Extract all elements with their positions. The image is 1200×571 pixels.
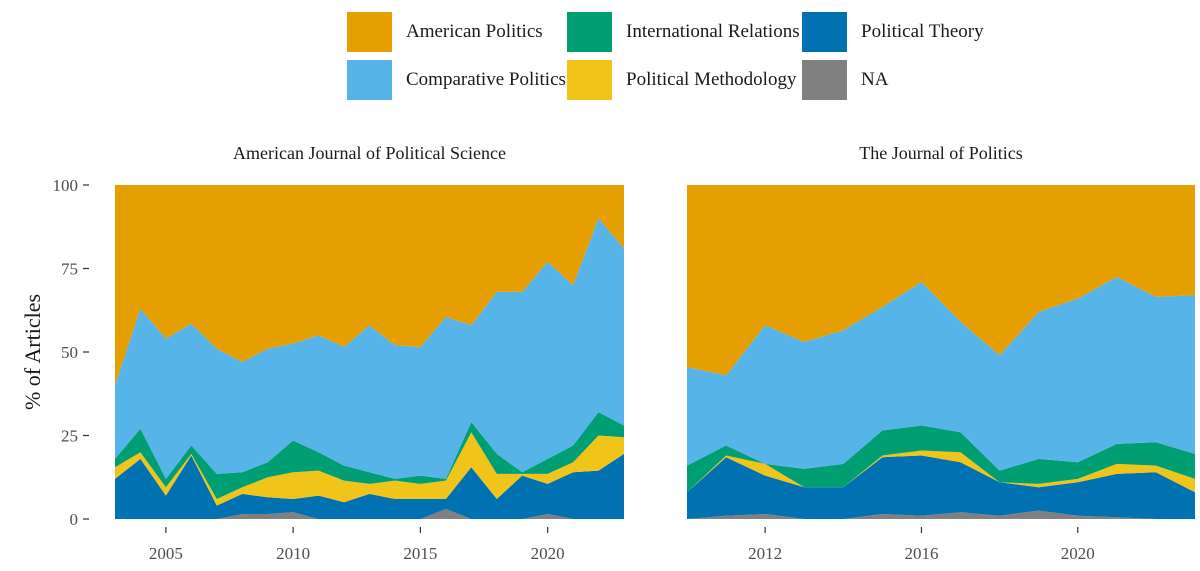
area-political-methodology bbox=[687, 450, 1195, 493]
panel-1: American Journal of Political Science 200… bbox=[115, 143, 624, 563]
legend-swatch-na bbox=[802, 60, 847, 100]
legend-item-pm: Political Methodology bbox=[567, 58, 796, 102]
legend-label-na: NA bbox=[861, 69, 889, 90]
legend-swatch-pm bbox=[567, 60, 612, 100]
area-political-theory bbox=[687, 455, 1195, 519]
area-na bbox=[115, 509, 624, 519]
y-tick-label: 100 bbox=[53, 176, 79, 195]
legend-item-am: American Politics bbox=[347, 10, 543, 54]
chart-legend: American Politics International Relations… bbox=[347, 10, 1007, 110]
legend-label-cp: Comparative Politics bbox=[406, 69, 566, 90]
y-tick-label: 75 bbox=[61, 260, 78, 279]
y-tick-label: 25 bbox=[61, 427, 78, 446]
x-tick-label: 2016 bbox=[904, 544, 938, 563]
x-tick-label: 2005 bbox=[149, 544, 183, 563]
x-tick-label: 2010 bbox=[276, 544, 310, 563]
legend-label-am: American Politics bbox=[406, 21, 543, 42]
y-tick-label: 0 bbox=[70, 510, 79, 529]
area-american-politics bbox=[115, 185, 624, 386]
y-axis: 0 25 50 75 100 bbox=[53, 176, 89, 529]
y-tick-label: 50 bbox=[61, 343, 78, 362]
x-tick-label: 2020 bbox=[531, 544, 565, 563]
area-international-relations bbox=[115, 412, 624, 499]
legend-swatch-pt bbox=[802, 12, 847, 52]
x-tick-label: 2012 bbox=[748, 544, 782, 563]
area-american-politics bbox=[687, 185, 1195, 376]
panel-title: American Journal of Political Science bbox=[233, 143, 506, 163]
area-comparative-politics bbox=[115, 218, 624, 479]
y-axis-title: % of Articles bbox=[20, 294, 45, 410]
area-political-methodology bbox=[115, 432, 624, 506]
x-tick-label: 2020 bbox=[1061, 544, 1095, 563]
legend-label-ir: International Relations bbox=[626, 21, 800, 42]
legend-item-ir: International Relations bbox=[567, 10, 800, 54]
area-comparative-politics bbox=[687, 276, 1195, 471]
panel-title: The Journal of Politics bbox=[859, 143, 1022, 163]
x-tick-label: 2015 bbox=[403, 544, 437, 563]
legend-item-cp: Comparative Politics bbox=[347, 58, 566, 102]
area-international-relations bbox=[687, 425, 1195, 493]
legend-label-pt: Political Theory bbox=[861, 21, 984, 42]
legend-swatch-cp bbox=[347, 60, 392, 100]
area-political-theory bbox=[115, 453, 624, 519]
legend-label-pm: Political Methodology bbox=[626, 69, 797, 90]
area-na bbox=[687, 510, 1195, 519]
legend-item-pt: Political Theory bbox=[802, 10, 984, 54]
legend-swatch-ir bbox=[567, 12, 612, 52]
legend-swatch-am bbox=[347, 12, 392, 52]
panel-2: The Journal of Politics 2012 2016 2020 bbox=[687, 143, 1195, 563]
legend-item-na: NA bbox=[802, 58, 888, 102]
